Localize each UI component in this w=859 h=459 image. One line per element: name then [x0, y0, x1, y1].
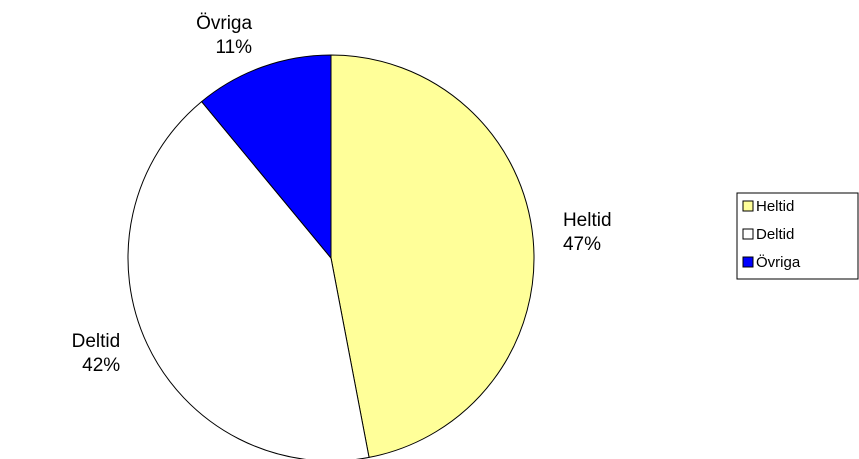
legend-swatch [742, 200, 754, 212]
legend: Heltid Deltid Övriga [736, 192, 859, 280]
pie-slice [200, 54, 332, 260]
label-value: 42% [82, 355, 120, 376]
pie-slice [127, 100, 370, 459]
data-label: Övriga 11% [196, 13, 252, 58]
label-category: Heltid [563, 210, 612, 231]
data-label: Heltid 47% [563, 210, 612, 255]
label-category: Deltid [72, 331, 121, 352]
legend-label: Övriga [756, 253, 801, 271]
label-value: 47% [563, 234, 601, 255]
legend-swatch [742, 256, 754, 268]
label-value: 11% [215, 37, 252, 58]
legend-label: Deltid [756, 226, 794, 243]
legend-box [736, 192, 859, 280]
label-category: Övriga [196, 13, 252, 34]
legend-swatch [742, 228, 754, 240]
legend-label: Heltid [756, 198, 794, 215]
pie-slice [330, 54, 535, 458]
data-label: Deltid 42% [72, 331, 121, 376]
